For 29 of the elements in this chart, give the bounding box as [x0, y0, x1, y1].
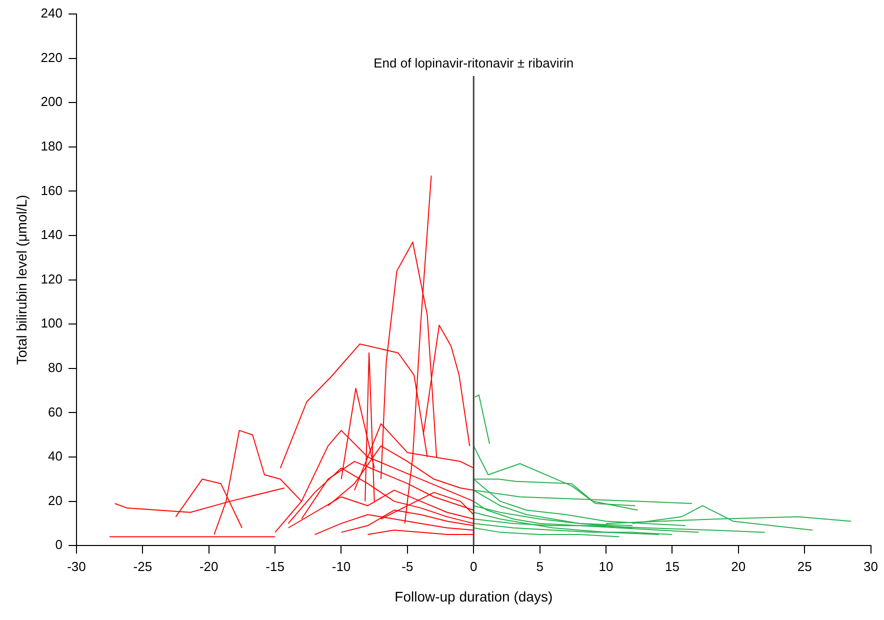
y-tick-label: 240 — [40, 6, 62, 21]
ref-line-label: End of lopinavir-ritonavir ± ribavirin — [374, 56, 574, 71]
y-tick-label: 100 — [40, 316, 62, 331]
x-tick-label: 15 — [664, 558, 680, 574]
y-axis-title: Total bilirubin level (μmol/L) — [13, 194, 30, 365]
y-tick-label: 180 — [40, 138, 62, 154]
y-tick-label: 120 — [40, 271, 62, 286]
y-tick-label: 140 — [40, 227, 62, 242]
x-tick-label: 5 — [536, 558, 544, 574]
x-tick-label: 25 — [797, 558, 812, 574]
x-tick-label: 20 — [731, 558, 746, 574]
y-tick-label: 20 — [48, 492, 62, 508]
x-tick-label: -25 — [133, 558, 152, 574]
x-tick-label: 0 — [470, 558, 478, 574]
x-tick-label: -20 — [199, 558, 218, 574]
x-tick-label: -15 — [266, 558, 284, 574]
x-tick-label: 10 — [598, 558, 614, 574]
y-tick-label: 80 — [48, 360, 62, 375]
x-tick-label: -10 — [332, 558, 351, 574]
x-tick-label: 30 — [864, 558, 878, 574]
x-tick-label: -5 — [402, 558, 414, 574]
y-tick-label: 160 — [40, 182, 62, 198]
y-tick-label: 220 — [40, 50, 62, 65]
y-tick-label: 40 — [48, 448, 62, 464]
y-tick-label: 60 — [48, 404, 62, 420]
x-tick-label: -30 — [67, 558, 86, 574]
x-axis-title: Follow-up duration (days) — [394, 588, 553, 604]
y-tick-label: 0 — [55, 537, 62, 552]
y-tick-label: 200 — [40, 94, 62, 110]
